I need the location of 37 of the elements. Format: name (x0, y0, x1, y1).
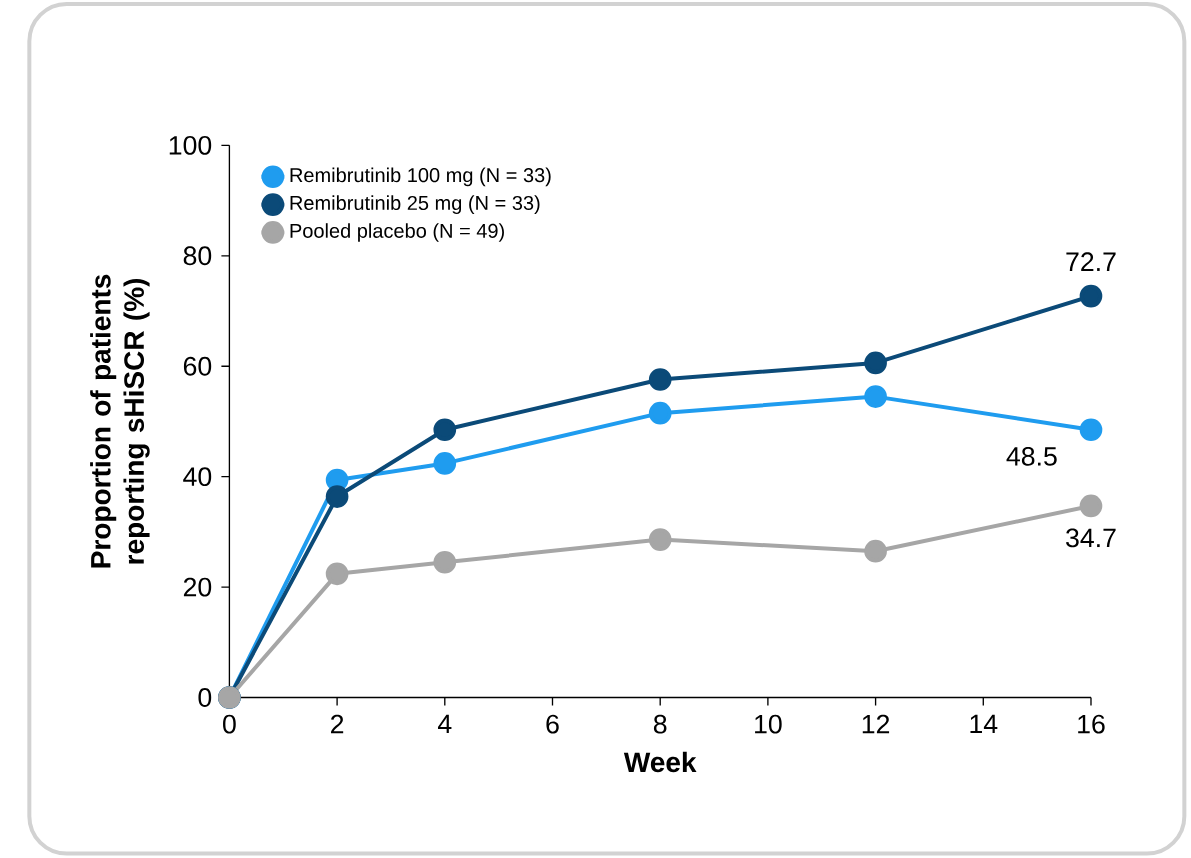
data-label: 72.7 (1066, 252, 1116, 272)
point (433, 418, 457, 442)
point (1079, 494, 1103, 518)
x-tick-label: 4 (437, 714, 452, 734)
data-label: 48.5 (1006, 447, 1057, 466)
y-tick-label: 60 (183, 357, 212, 376)
point (648, 368, 672, 392)
x-tick-label: 8 (653, 714, 667, 734)
legend-label: Pooled placebo (N = 49) (290, 223, 504, 243)
x-tick-label: 2 (331, 714, 344, 734)
x-tick-label: 12 (862, 714, 890, 734)
point (648, 402, 672, 425)
x-tick-label: 6 (546, 714, 559, 734)
data-label: 34.7 (1066, 528, 1116, 548)
point (864, 540, 887, 563)
point (1079, 418, 1103, 442)
x-tick-label: 0 (223, 714, 236, 734)
y-tick-label: 40 (183, 467, 212, 487)
x-tick-label: 16 (1078, 714, 1105, 734)
point (433, 452, 457, 475)
point (433, 551, 457, 574)
y-tick-label: 20 (183, 577, 212, 597)
point (325, 485, 349, 509)
x-tick-label: 14 (970, 714, 998, 734)
legend-label: Remibrutinib 100 mg (N = 33) (290, 167, 551, 187)
y-tick-label: 0 (198, 688, 212, 708)
x-axis-title: Week (623, 751, 697, 773)
point (325, 562, 349, 586)
x-tick-label: 10 (755, 714, 782, 734)
point (864, 351, 887, 375)
y-axis-title: Proportion of patients reporting sHiSCR (%) (90, 274, 150, 568)
point (864, 385, 887, 409)
y-tick-label: 80 (183, 246, 212, 266)
point (648, 528, 672, 552)
y-tick-label: 100 (169, 136, 212, 156)
point (1079, 284, 1103, 308)
legend-label: Remibrutinib 25 mg (N = 33) (290, 195, 540, 215)
